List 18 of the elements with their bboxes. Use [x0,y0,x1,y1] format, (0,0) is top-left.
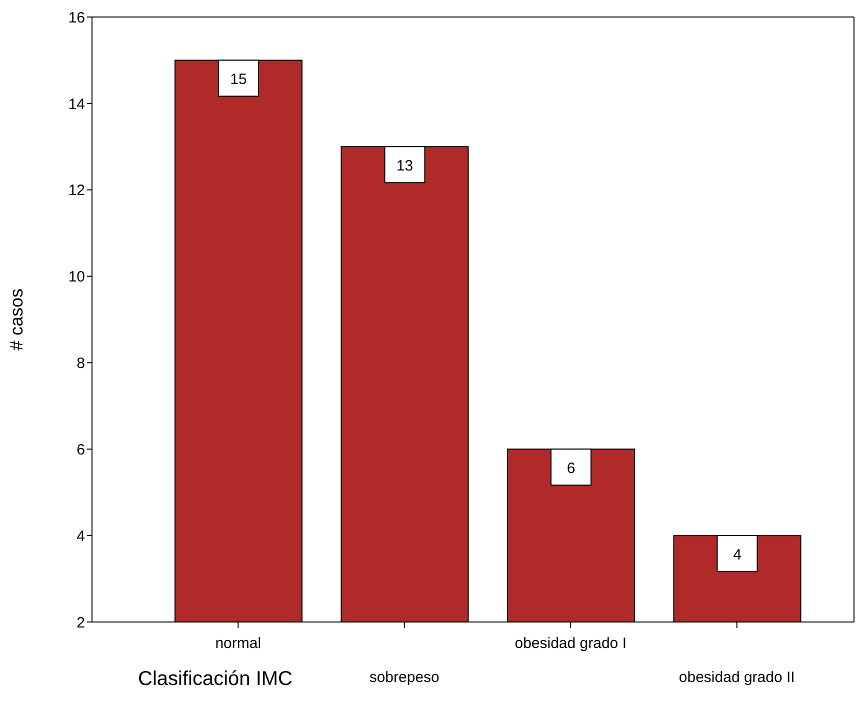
x-axis-title: Clasificación IMC [138,668,292,691]
data-label: 4 [733,546,742,564]
y-tick-label: 4 [76,528,85,545]
y-tick-label: 2 [76,614,85,632]
y-tick-label: 6 [76,441,85,458]
y-tick-label: 14 [68,96,85,113]
data-label: 6 [566,460,576,478]
data-label: 15 [230,71,247,88]
x-tick-label: normal [215,635,262,652]
x-tick-label: obesidad grado II [678,669,795,686]
y-axis-title: # casos [6,288,26,351]
x-tick-label: obesidad grado I [514,635,627,652]
y-tick-label: 16 [68,9,85,26]
data-label: 13 [396,158,414,175]
y-tick-label: 12 [68,182,85,200]
y-tick-label: 8 [76,355,85,372]
x-tick-label: sobrepeso [369,669,440,686]
y-tick-label: 10 [68,268,85,286]
